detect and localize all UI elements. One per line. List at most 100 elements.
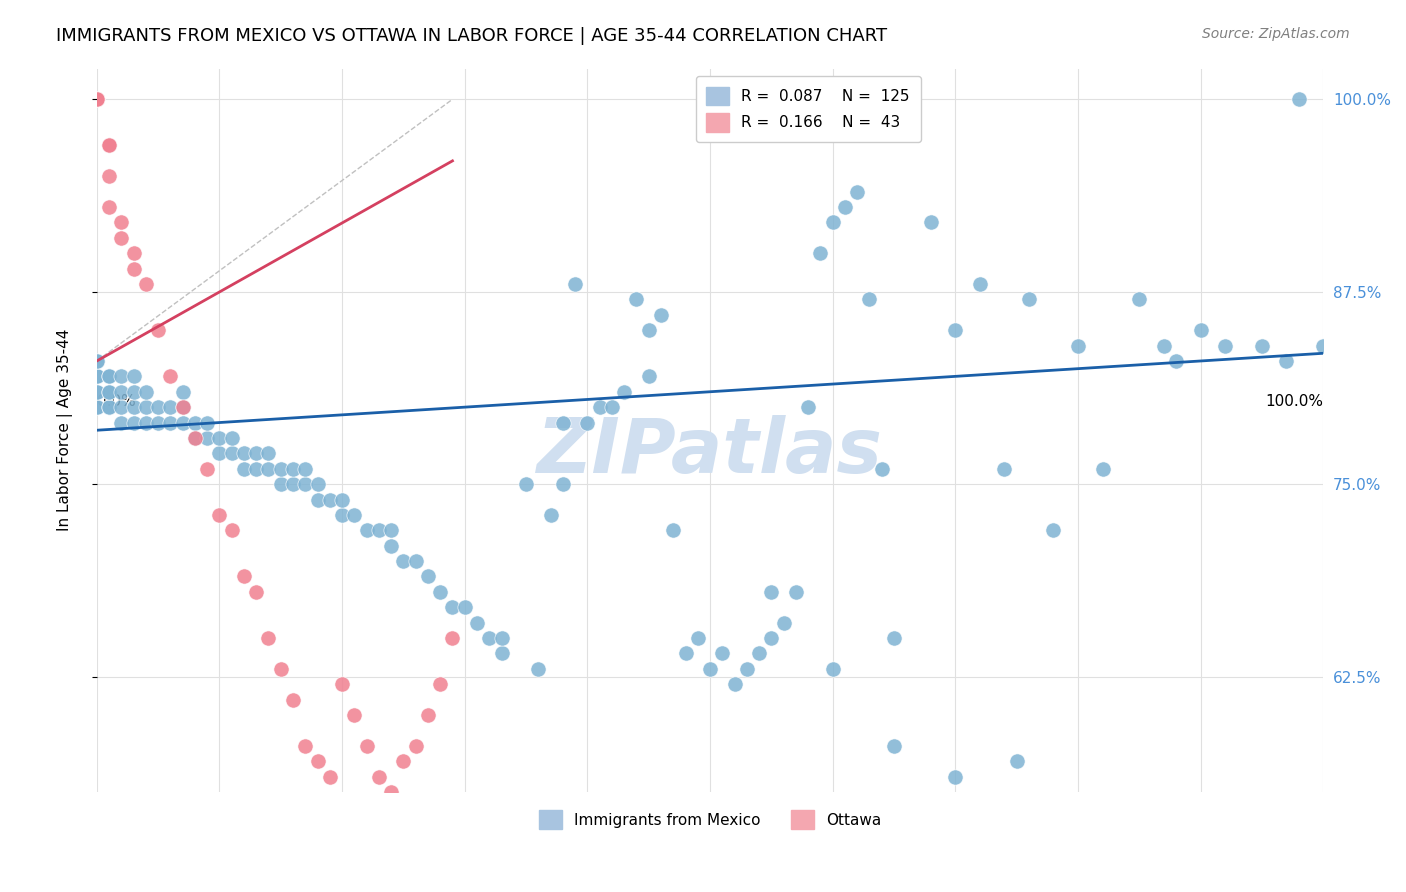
Point bbox=[576, 416, 599, 430]
Point bbox=[330, 508, 353, 522]
Point bbox=[98, 169, 121, 184]
Point bbox=[110, 384, 132, 399]
Text: 0.0%: 0.0% bbox=[97, 394, 135, 409]
Point bbox=[208, 446, 231, 460]
Point bbox=[281, 477, 304, 491]
Point bbox=[233, 569, 256, 583]
Point bbox=[86, 92, 108, 106]
Point bbox=[195, 431, 218, 445]
Point bbox=[441, 600, 464, 615]
Point bbox=[110, 231, 132, 245]
Point bbox=[307, 492, 329, 507]
Point bbox=[662, 523, 685, 537]
Point bbox=[159, 416, 181, 430]
Point bbox=[122, 261, 145, 276]
Point bbox=[221, 523, 243, 537]
Point bbox=[86, 92, 108, 106]
Point bbox=[330, 677, 353, 691]
Point bbox=[281, 692, 304, 706]
Point bbox=[1213, 338, 1236, 352]
Point bbox=[221, 431, 243, 445]
Point bbox=[834, 200, 856, 214]
Y-axis label: In Labor Force | Age 35-44: In Labor Force | Age 35-44 bbox=[58, 329, 73, 532]
Point bbox=[146, 400, 169, 414]
Point bbox=[1042, 523, 1064, 537]
Point bbox=[343, 708, 366, 723]
Point bbox=[1189, 323, 1212, 337]
Point bbox=[270, 461, 292, 475]
Point bbox=[146, 323, 169, 337]
Point bbox=[330, 492, 353, 507]
Point bbox=[172, 384, 194, 399]
Point bbox=[405, 739, 427, 753]
Point bbox=[858, 293, 880, 307]
Point bbox=[146, 416, 169, 430]
Point bbox=[454, 600, 477, 615]
Point bbox=[294, 739, 316, 753]
Point bbox=[870, 461, 893, 475]
Point bbox=[1091, 461, 1114, 475]
Point bbox=[159, 369, 181, 384]
Point bbox=[294, 461, 316, 475]
Point bbox=[429, 677, 451, 691]
Point bbox=[441, 631, 464, 645]
Legend: Immigrants from Mexico, Ottawa: Immigrants from Mexico, Ottawa bbox=[533, 804, 887, 835]
Point bbox=[1312, 338, 1334, 352]
Point bbox=[785, 585, 807, 599]
Point bbox=[233, 446, 256, 460]
Point bbox=[711, 647, 734, 661]
Point bbox=[761, 631, 783, 645]
Point bbox=[221, 446, 243, 460]
Point bbox=[465, 615, 488, 630]
Point bbox=[110, 215, 132, 229]
Point bbox=[208, 431, 231, 445]
Point bbox=[319, 492, 342, 507]
Point bbox=[86, 384, 108, 399]
Point bbox=[821, 215, 844, 229]
Point bbox=[367, 523, 389, 537]
Point bbox=[527, 662, 550, 676]
Point bbox=[920, 215, 942, 229]
Point bbox=[380, 785, 402, 799]
Point bbox=[122, 384, 145, 399]
Point bbox=[491, 631, 513, 645]
Point bbox=[551, 416, 574, 430]
Point bbox=[98, 384, 121, 399]
Point bbox=[943, 770, 966, 784]
Point bbox=[1067, 338, 1090, 352]
Point bbox=[98, 400, 121, 414]
Point bbox=[761, 585, 783, 599]
Point bbox=[86, 92, 108, 106]
Point bbox=[650, 308, 672, 322]
Point bbox=[429, 585, 451, 599]
Point bbox=[98, 200, 121, 214]
Point bbox=[86, 369, 108, 384]
Point bbox=[86, 384, 108, 399]
Point bbox=[1164, 354, 1187, 368]
Point bbox=[184, 431, 207, 445]
Point bbox=[1251, 338, 1274, 352]
Point bbox=[135, 416, 157, 430]
Point bbox=[748, 647, 770, 661]
Point bbox=[735, 662, 758, 676]
Point bbox=[257, 461, 280, 475]
Point bbox=[86, 92, 108, 106]
Point bbox=[380, 539, 402, 553]
Point bbox=[600, 400, 623, 414]
Text: 100.0%: 100.0% bbox=[1265, 394, 1323, 409]
Point bbox=[172, 400, 194, 414]
Point bbox=[172, 400, 194, 414]
Point bbox=[110, 416, 132, 430]
Point bbox=[98, 369, 121, 384]
Point bbox=[883, 631, 905, 645]
Point bbox=[637, 323, 659, 337]
Point bbox=[1288, 92, 1310, 106]
Point bbox=[416, 569, 439, 583]
Point bbox=[392, 554, 415, 568]
Point bbox=[98, 369, 121, 384]
Point bbox=[343, 508, 366, 522]
Point bbox=[699, 662, 721, 676]
Point bbox=[257, 631, 280, 645]
Point bbox=[86, 92, 108, 106]
Point bbox=[551, 477, 574, 491]
